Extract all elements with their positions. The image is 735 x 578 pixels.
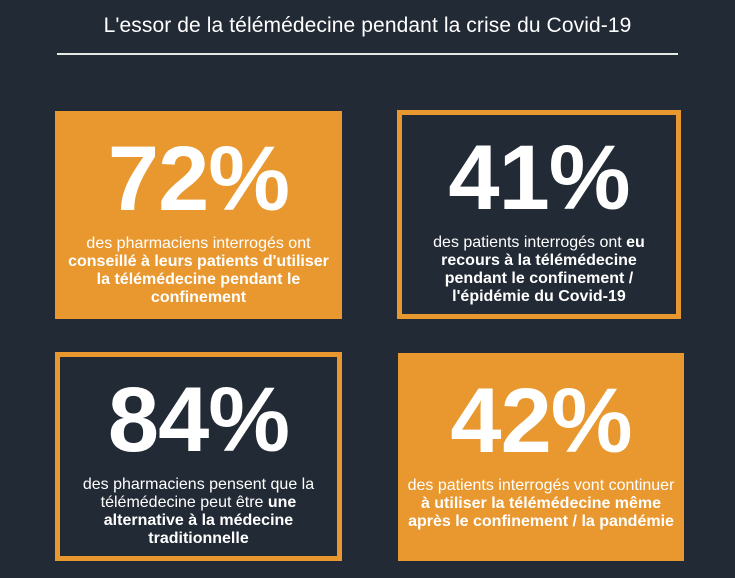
stat-description-plain: des pharmaciens interrogés ont [86, 235, 311, 252]
stat-description-plain: des patients interrogés ont [433, 234, 627, 251]
stat-description: des pharmaciens pensent que la télémédec… [67, 476, 330, 548]
stat-value: 42% [450, 370, 632, 472]
stat-description-bold: conseillé à leurs patients d'utiliser la… [68, 253, 329, 306]
page-title: L'essor de la télémédecine pendant la cr… [103, 14, 632, 37]
stat-value: 72% [107, 128, 290, 230]
stat-value: 41% [448, 127, 630, 229]
stat-card-patients-continue: 42% des patients interrogés vont continu… [398, 353, 684, 561]
stat-description: des pharmaciens interrogés ont conseillé… [62, 235, 335, 307]
stat-description-plain: des pharmaciens pensent que la télémédec… [82, 476, 315, 511]
stat-card-patients-used: 41% des patients interrogés ont eu recou… [397, 110, 681, 319]
stat-card-pharmacists-advised: 72% des pharmaciens interrogés ont conse… [55, 111, 342, 319]
stat-description-plain: des patients interrogés vont continuer [407, 477, 675, 494]
stat-description: des patients interrogés ont eu recours à… [409, 234, 669, 306]
stat-description-bold: à utiliser la télémédecine même après le… [408, 495, 674, 530]
stat-value: 84% [107, 369, 290, 471]
stat-description-bold: une alternative à la médecine traditionn… [103, 494, 297, 547]
stat-description: des patients interrogés vont continuer à… [405, 477, 677, 531]
title-divider [57, 53, 678, 55]
stat-card-pharmacists-alternative: 84% des pharmaciens pensent que la télém… [55, 352, 342, 561]
stat-description-bold: eu recours à la télémédecine pendant le … [441, 234, 645, 305]
